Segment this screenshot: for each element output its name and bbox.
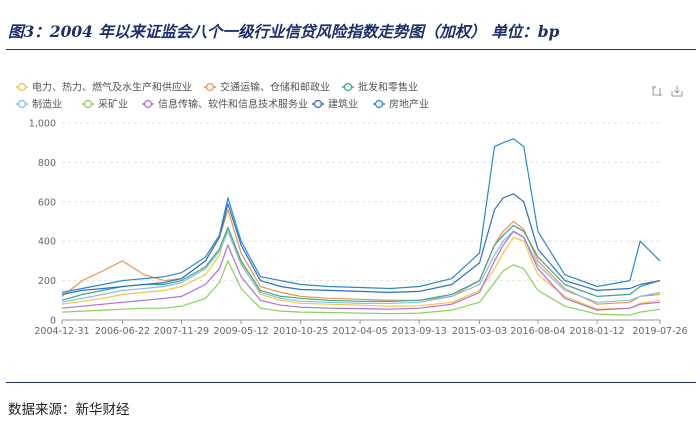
series-line[interactable] [61, 209, 661, 305]
series-line[interactable] [61, 230, 661, 311]
series-line[interactable] [61, 193, 661, 295]
legend-circle-marker [374, 99, 384, 109]
legend-label[interactable]: 电力、热力、燃气及水生产和供应业 [32, 81, 192, 94]
chart-title: 图3：2004 年以来证监会八个一级行业信贷风险指数走势图（加权） 单位：bp [8, 22, 560, 41]
legend-circle-marker [143, 99, 153, 109]
legend-label[interactable]: 房地产业 [389, 98, 429, 111]
legend-label[interactable]: 建筑业 [328, 98, 358, 111]
y-tick-label: 1,000 [29, 119, 56, 130]
y-tick-label: 600 [38, 197, 56, 208]
x-axis: 2004-12-31 2006-06-22 2007-11-29 2009-05-12… [34, 319, 688, 337]
legend-circle-marker [17, 82, 27, 92]
legend-circle-marker [17, 99, 27, 109]
series-line[interactable] [61, 138, 661, 293]
legend-circle-marker [343, 82, 353, 92]
x-tick-label: 2006-06-22 [95, 326, 150, 337]
x-tick-label: 2019-07-26 [632, 326, 687, 337]
y-tick-label: 400 [38, 237, 56, 248]
title-divider [6, 49, 696, 50]
series-line[interactable] [61, 226, 661, 310]
legend-circle-marker [205, 82, 215, 92]
x-tick-label: 2016-08-04 [510, 326, 565, 337]
legend-label[interactable]: 制造业 [32, 98, 62, 111]
footer-divider [6, 382, 696, 383]
chart-grid [62, 122, 660, 321]
legend-label[interactable]: 信息传输、软件和信息技术服务业 [158, 98, 308, 111]
x-tick-label: 2010-10-25 [273, 326, 328, 337]
x-tick-label: 2012-04-05 [332, 326, 387, 337]
y-tick-label: 0 [50, 316, 56, 327]
x-tick-label: 2018-01-12 [569, 326, 624, 337]
series-line[interactable] [61, 230, 661, 304]
legend-circle-marker [313, 99, 323, 109]
y-tick-label: 200 [38, 276, 56, 287]
legend-label[interactable]: 批发和零售业 [358, 81, 418, 94]
y-tick-label: 800 [38, 158, 56, 169]
x-tick-label: 2004-12-31 [34, 326, 89, 337]
series-lines [61, 138, 661, 316]
series-line[interactable] [61, 260, 661, 316]
x-tick-label: 2015-03-03 [452, 326, 507, 337]
series-line[interactable] [61, 224, 661, 302]
legend-label[interactable]: 交通运输、仓储和邮政业 [220, 81, 330, 94]
x-tick-label: 2013-09-13 [392, 326, 447, 337]
x-tick-label: 2007-11-29 [154, 326, 209, 337]
y-axis: 0 200 400 600 800 1,000 [29, 119, 56, 327]
legend-label[interactable]: 采矿业 [98, 98, 128, 111]
legend-circle-marker [83, 99, 93, 109]
data-source-note: 数据来源：新华财经 [8, 402, 130, 418]
save-image-icon[interactable] [671, 82, 683, 97]
x-tick-label: 2009-05-12 [213, 326, 268, 337]
restore-icon[interactable] [651, 82, 663, 96]
